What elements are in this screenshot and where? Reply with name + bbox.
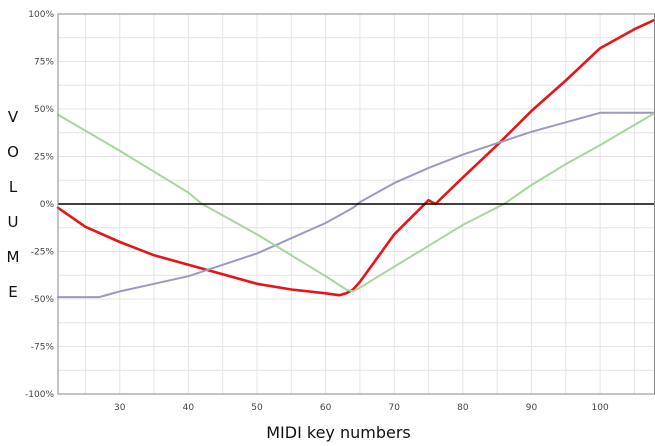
- x-tick-label: 100: [592, 403, 609, 413]
- y-tick-label: 25%: [34, 153, 54, 163]
- y-axis-label-letter: M: [7, 248, 20, 266]
- x-tick-label: 40: [183, 403, 195, 413]
- x-tick-label: 50: [251, 403, 263, 413]
- y-tick-label: 75%: [34, 58, 54, 68]
- series-line-3: [57, 111, 655, 293]
- x-tick-label: 60: [320, 403, 332, 413]
- y-tick-label: 0%: [40, 200, 55, 210]
- series-layer: [56, 18, 655, 299]
- y-tick-label: -75%: [31, 343, 55, 353]
- y-tick-label: -100%: [25, 390, 54, 400]
- x-axis-label: MIDI key numbers: [266, 423, 411, 442]
- y-tick-label: 100%: [28, 10, 54, 20]
- y-tick-label: 50%: [34, 105, 54, 115]
- x-tick-label: 30: [114, 403, 126, 413]
- y-tick-label: -25%: [31, 248, 55, 258]
- y-tick-label: -50%: [31, 295, 55, 305]
- series-line-2: [57, 111, 655, 299]
- y-axis-label-letter: O: [7, 143, 19, 161]
- x-tick-label: 90: [526, 403, 538, 413]
- x-tick-label: 80: [457, 403, 469, 413]
- y-axis-label-letter: U: [8, 213, 19, 231]
- x-tick-label: 70: [389, 403, 401, 413]
- tick-labels: 30 40 50 60 70 80 90 100 100% 75% 50% 25% 0% -25% -50%…: [25, 10, 609, 413]
- series-line-1: [56, 18, 655, 297]
- y-axis-label-letter: E: [8, 283, 17, 301]
- y-axis-label-letter: L: [9, 178, 18, 196]
- y-axis-label-letter: V: [8, 108, 19, 126]
